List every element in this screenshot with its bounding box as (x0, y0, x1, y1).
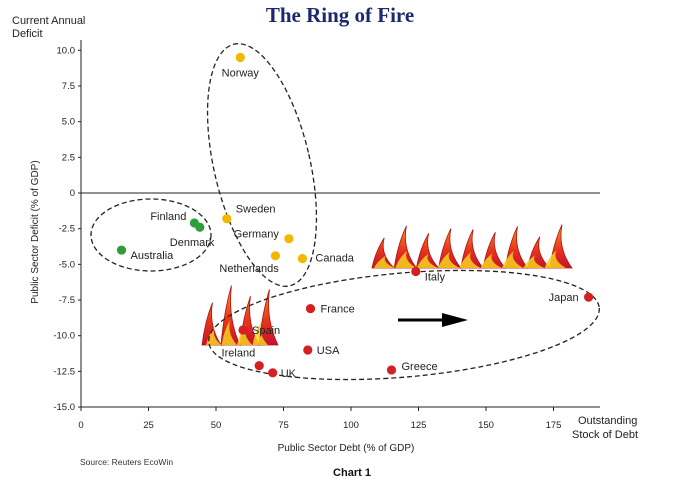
point-japan (584, 292, 594, 302)
label-australia: Australia (131, 250, 175, 262)
flames-right-inner (374, 250, 566, 268)
point-usa (303, 345, 313, 355)
chart-caption: Chart 1 (333, 467, 371, 479)
label-italy: Italy (425, 271, 446, 283)
ring-nordic (90, 198, 212, 272)
rings (90, 43, 600, 381)
point-france (305, 303, 316, 314)
point-germany (284, 234, 294, 244)
tick-labels: -15.0 -12.5 -10.0 -7.5 -5.0 -2.5 0 2.5 5.0 7.5 10.… (53, 45, 561, 431)
label-germany: Germany (234, 229, 280, 241)
y-tick-label: -2.5 (59, 224, 75, 235)
y-tick-label: -7.5 (59, 295, 75, 306)
point-ireland (254, 361, 264, 371)
x-corner-label-line1: Outstanding (578, 415, 637, 427)
x-tick-label: 75 (278, 420, 289, 431)
x-tick-label: 150 (478, 420, 494, 431)
label-uk: UK (281, 368, 297, 380)
y-corner-label-line2: Deficit (12, 28, 43, 40)
axes (80, 40, 600, 408)
ring-norway (206, 43, 318, 287)
y-tick-label: -12.5 (53, 366, 75, 377)
source-note: Source: Reuters EcoWin (80, 457, 173, 467)
arrow-head (442, 313, 468, 327)
point-italy (411, 266, 421, 277)
flames (201, 224, 573, 347)
x-corner-label-line2: Stock of Debt (572, 429, 638, 441)
point-denmark (195, 222, 205, 232)
data-points (116, 52, 594, 378)
debt-arrow (398, 313, 468, 327)
y-tick-label: -15.0 (53, 402, 75, 413)
label-norway: Norway (222, 67, 260, 79)
point-netherlands (270, 251, 280, 261)
label-finland: Finland (150, 211, 186, 223)
y-tick-label: -5.0 (59, 259, 75, 270)
point-uk (268, 368, 278, 378)
x-tick-label: 100 (343, 420, 359, 431)
label-japan: Japan (549, 292, 579, 304)
label-denmark: Denmark (170, 237, 215, 249)
y-tick-label: 10.0 (57, 45, 76, 56)
point-spain (238, 325, 248, 335)
x-tick-label: 0 (78, 420, 83, 431)
point-greece (386, 365, 397, 375)
point-norway (235, 52, 245, 63)
y-tick-label: 2.5 (62, 152, 75, 163)
x-axis-label: Public Sector Debt (% of GDP) (278, 443, 415, 454)
label-usa: USA (317, 345, 340, 357)
point-sweden (222, 214, 232, 224)
label-canada: Canada (315, 253, 354, 265)
label-spain: Spain (252, 325, 280, 337)
point-australia (116, 245, 127, 255)
x-tick-label: 125 (411, 420, 427, 431)
x-tick-label: 175 (546, 420, 562, 431)
x-tick-label: 25 (143, 420, 154, 431)
flames-left-inner (206, 320, 268, 345)
flames-right (371, 224, 573, 269)
label-greece: Greece (402, 361, 438, 373)
label-france: France (321, 304, 355, 316)
label-sweden: Sweden (236, 204, 276, 216)
y-tick-label: 5.0 (62, 117, 75, 128)
y-tick-label: -10.0 (53, 331, 75, 342)
label-netherlands: Netherlands (219, 263, 279, 275)
y-tick-label: 7.5 (62, 81, 75, 92)
x-tick-label: 50 (211, 420, 222, 431)
label-ireland: Ireland (222, 348, 256, 360)
y-axis-label: Public Sector Deficit (% of GDP) (30, 160, 41, 303)
ring-of-fire (208, 269, 600, 381)
y-corner-label-line1: Current Annual (12, 15, 85, 27)
y-tick-label: 0 (70, 188, 75, 199)
point-canada (297, 254, 307, 264)
chart-title: The Ring of Fire (266, 3, 414, 27)
